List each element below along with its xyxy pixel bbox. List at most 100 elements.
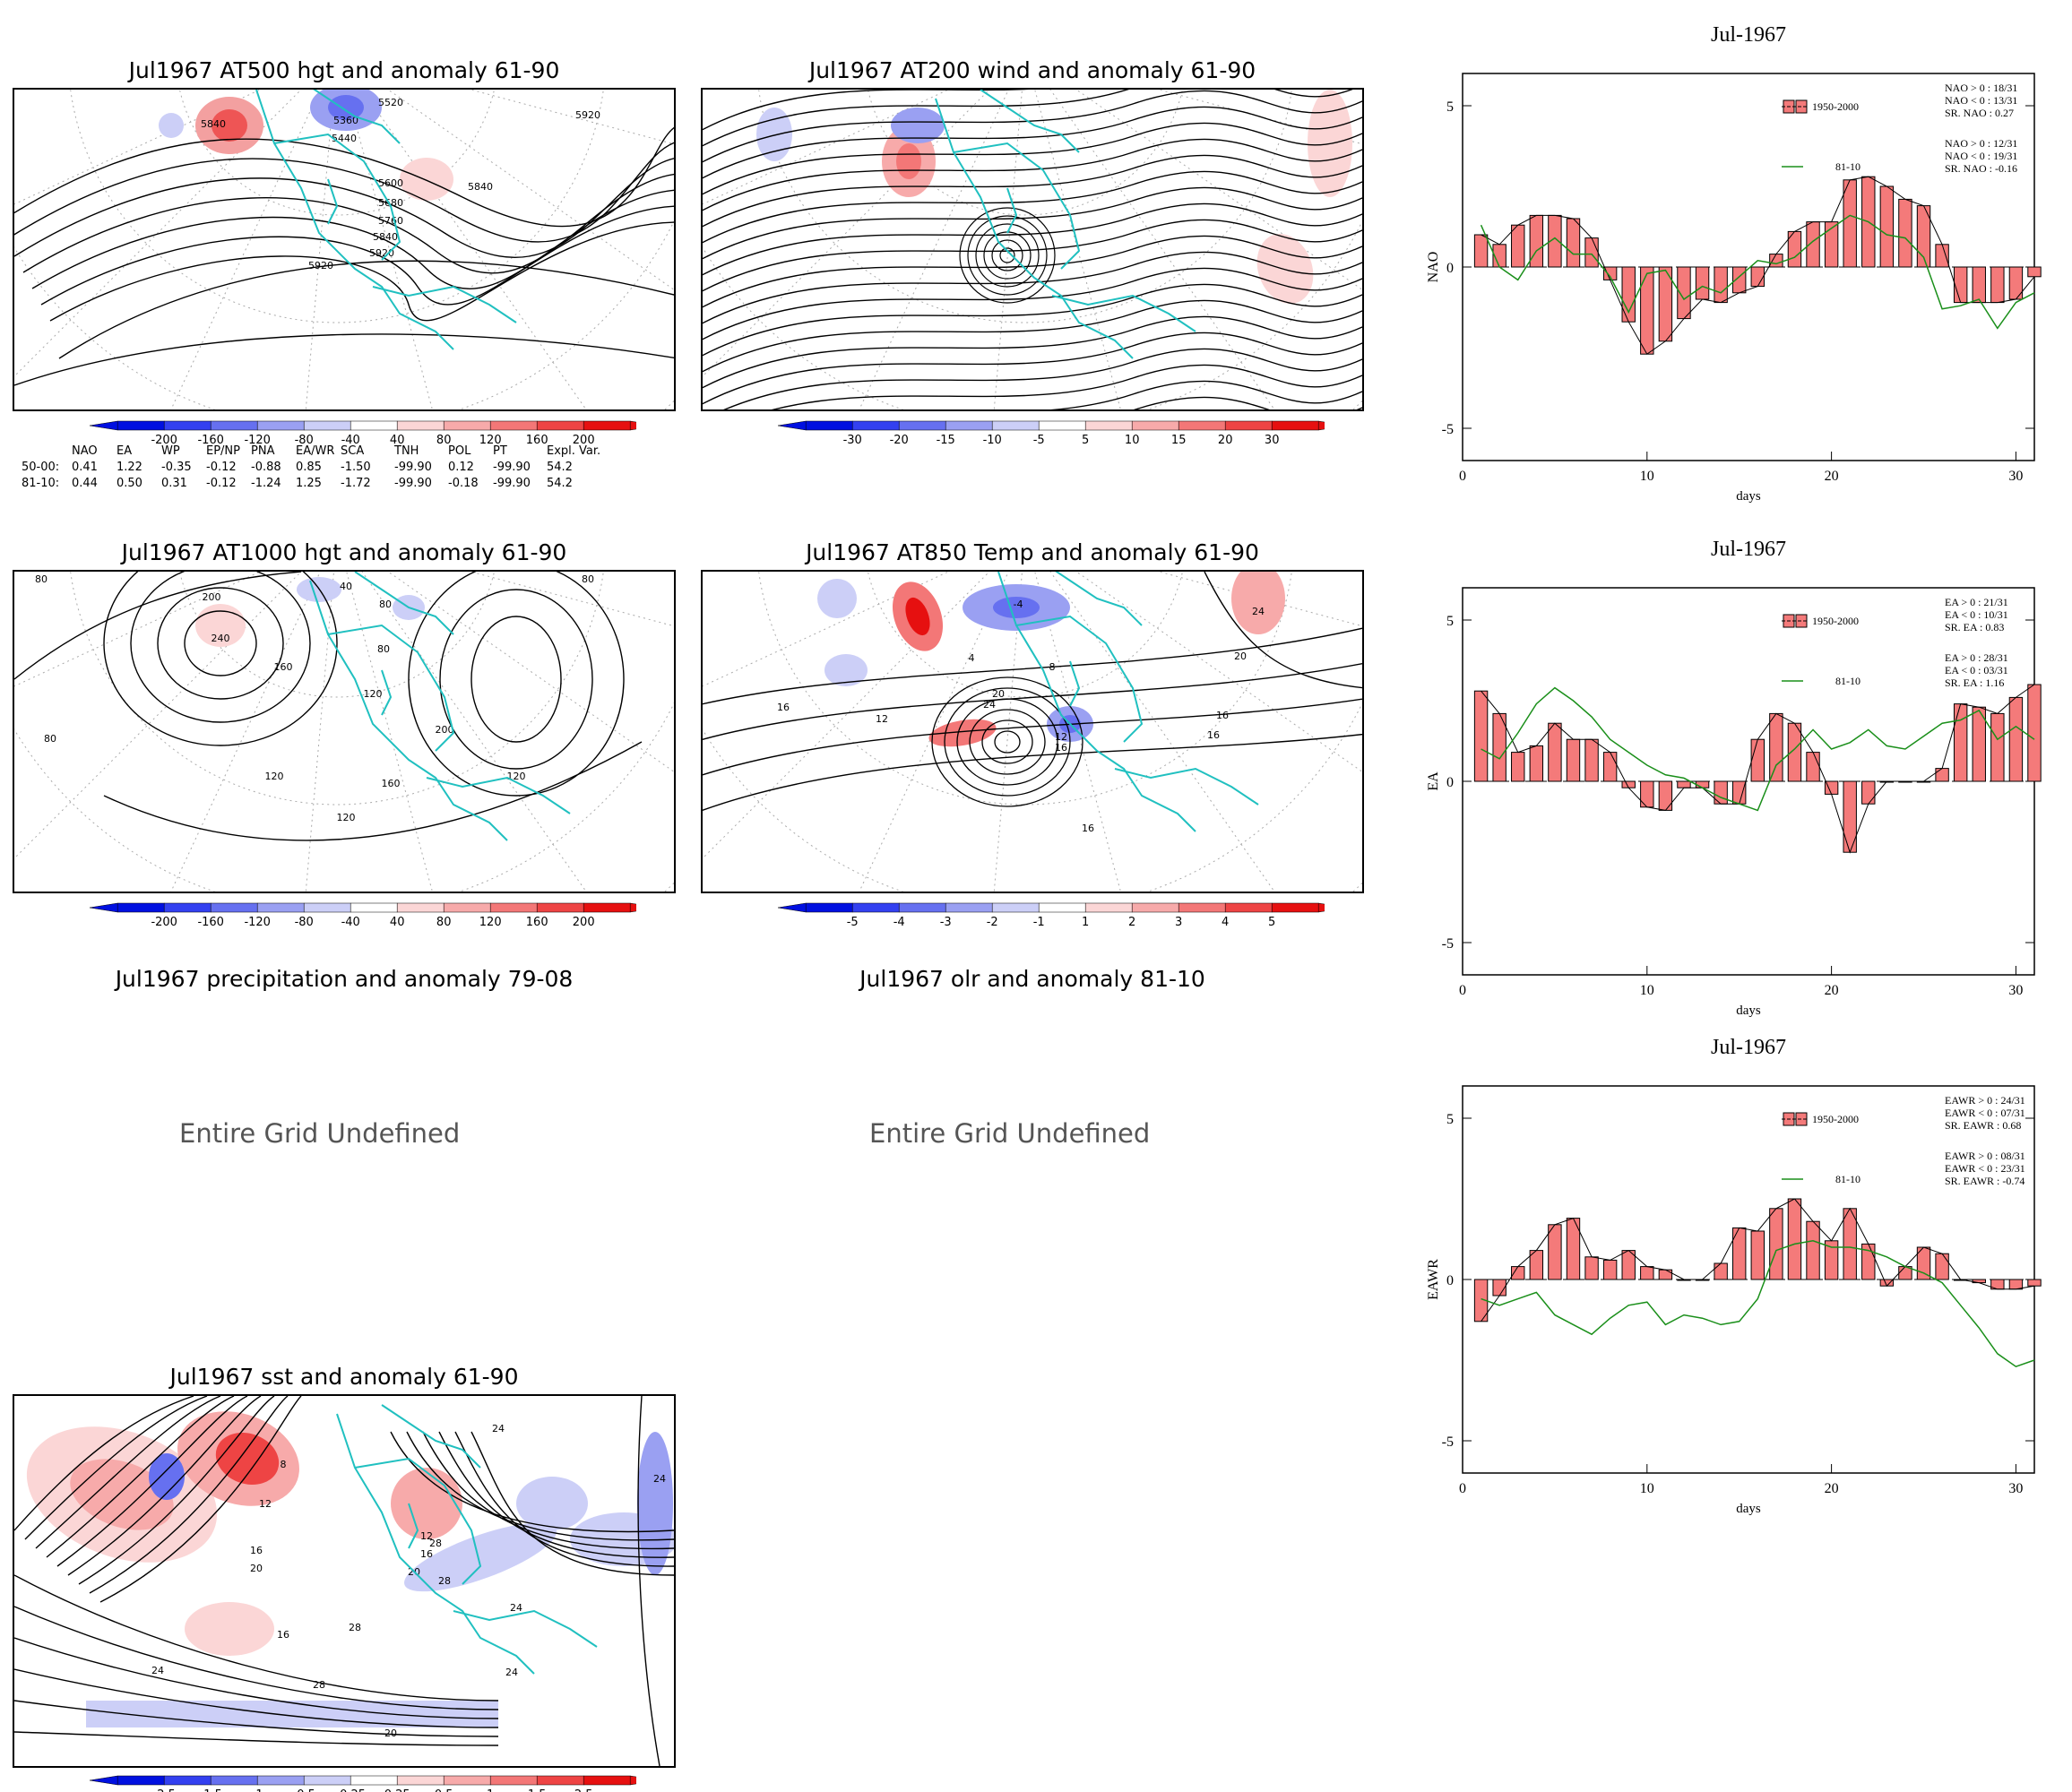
contour-line xyxy=(22,173,674,274)
contour-label: 5840 xyxy=(468,181,493,193)
bar xyxy=(1843,1208,1857,1280)
contour-label: 40 xyxy=(340,581,352,592)
colorbar-segment xyxy=(256,1775,305,1786)
contour-line xyxy=(969,709,1046,775)
map-hgt500: 5360 5520 5840 5440 5920 5600 5680 5760 5840 5920… xyxy=(13,88,676,411)
contour-line xyxy=(184,610,257,676)
contour-line xyxy=(24,1396,208,1540)
index-cell: -1.72 xyxy=(341,477,371,490)
coastline-segment xyxy=(354,1457,482,1585)
bar xyxy=(1511,752,1525,782)
legend-bar-label: 1950-2000 xyxy=(1812,1113,1859,1125)
contour-label: 24 xyxy=(510,1602,522,1614)
coastline xyxy=(336,1404,598,1675)
colorbar-segment xyxy=(805,902,853,913)
coastline-segment xyxy=(309,580,508,841)
contour-line xyxy=(703,283,1362,357)
contour-label: 120 xyxy=(507,771,526,782)
latitude-circle xyxy=(178,90,496,216)
colorbar-label: 200 xyxy=(573,434,595,446)
colorbar-label: 160 xyxy=(526,434,548,446)
x-tick-label: 20 xyxy=(1825,469,1839,484)
anomaly-shading xyxy=(86,1701,498,1727)
x-tick-label: 30 xyxy=(2008,469,2023,484)
contour-label: 5680 xyxy=(378,197,403,209)
bar xyxy=(1640,1266,1654,1280)
anomaly-shading xyxy=(1256,234,1314,304)
line-series xyxy=(1480,214,2035,330)
colorbar-label: 15 xyxy=(1171,434,1187,446)
bar xyxy=(1714,266,1728,304)
legend-line-label: 81-10 xyxy=(1835,675,1860,687)
colorbar-arrow-right xyxy=(629,420,636,431)
legend-stat: NAO < 0 : 19/31 xyxy=(1945,150,2017,162)
colorbar-label: -40 xyxy=(341,916,360,928)
meridian-line xyxy=(1034,572,1121,892)
bar xyxy=(1548,1224,1562,1280)
colorbar-segment xyxy=(1271,420,1319,431)
index-cell: 54.2 xyxy=(547,461,573,474)
bar xyxy=(1511,224,1525,268)
index-cell: -99.90 xyxy=(394,461,432,474)
anomaly-shading xyxy=(400,158,453,201)
contour-label: -4 xyxy=(1014,599,1023,610)
chart-title: Jul-1967 xyxy=(1711,23,1786,47)
contour-label: 240 xyxy=(212,633,230,644)
contour-label: 24 xyxy=(151,1665,164,1676)
contour-label: 16 xyxy=(420,1548,433,1560)
contour-line xyxy=(703,627,1362,705)
meridian-line xyxy=(170,572,321,892)
contour-label: 24 xyxy=(492,1423,505,1434)
contour-line xyxy=(35,1396,221,1549)
contour-line xyxy=(14,158,674,258)
index-header-cell: POL xyxy=(448,444,471,458)
contour-label: 160 xyxy=(382,778,401,789)
bar xyxy=(1972,266,1986,304)
bar xyxy=(1584,1256,1599,1280)
contour-line xyxy=(99,1396,302,1603)
anomaly-shading xyxy=(149,1453,185,1500)
index-cell: 54.2 xyxy=(547,477,573,490)
contour-label: 16 xyxy=(1216,710,1229,721)
contour-line xyxy=(422,1431,674,1550)
legend-stat: EAWR < 0 : 23/31 xyxy=(1945,1162,2025,1175)
bar xyxy=(1492,1279,1507,1297)
y-tick-label: -5 xyxy=(1442,1434,1454,1450)
x-tick-label: 20 xyxy=(1825,983,1839,998)
bar-outline-line xyxy=(1481,684,2035,854)
contour-line xyxy=(14,1574,499,1702)
contour-line xyxy=(14,1606,499,1710)
x-tick-label: 0 xyxy=(1459,1481,1466,1496)
y-axis-label: EAWR xyxy=(1426,1259,1441,1300)
undefined-olr: Entire Grid Undefined xyxy=(869,1118,1151,1149)
coastline-segment xyxy=(1114,767,1259,806)
colorbar-label: -80 xyxy=(295,916,314,928)
colorbar-arrow-left xyxy=(777,420,807,431)
bar xyxy=(1806,1220,1820,1280)
contour-line xyxy=(31,189,674,289)
bar xyxy=(1898,198,1912,268)
meridian-line xyxy=(993,572,1023,892)
colorbar-label: 120 xyxy=(479,916,502,928)
contour-line xyxy=(944,687,1071,797)
coastline-segment xyxy=(1051,294,1196,332)
colorbar-segment xyxy=(163,902,212,913)
index-cell: -0.18 xyxy=(448,477,479,490)
colorbar-label: 1.5 xyxy=(528,1788,547,1792)
map-canvas xyxy=(703,90,1362,409)
contour-label: 20 xyxy=(250,1563,263,1574)
colorbar-segment xyxy=(1038,420,1086,431)
latitude-circle xyxy=(867,90,1184,216)
contour-line xyxy=(471,1431,674,1576)
anomaly-shading xyxy=(159,113,184,138)
contour-label: 24 xyxy=(983,699,996,711)
legend-line-label: 81-10 xyxy=(1835,1173,1860,1185)
contour-label: 28 xyxy=(313,1679,325,1691)
bar xyxy=(1714,1262,1728,1280)
colorbar-arrow-left xyxy=(89,902,118,913)
map-title-sst: Jul1967 sst and anomaly 61-90 xyxy=(169,1364,519,1390)
meridian-line xyxy=(387,90,674,290)
contour-line xyxy=(703,138,1362,211)
colorbar-label: -20 xyxy=(890,434,909,446)
bar xyxy=(1750,1230,1765,1280)
